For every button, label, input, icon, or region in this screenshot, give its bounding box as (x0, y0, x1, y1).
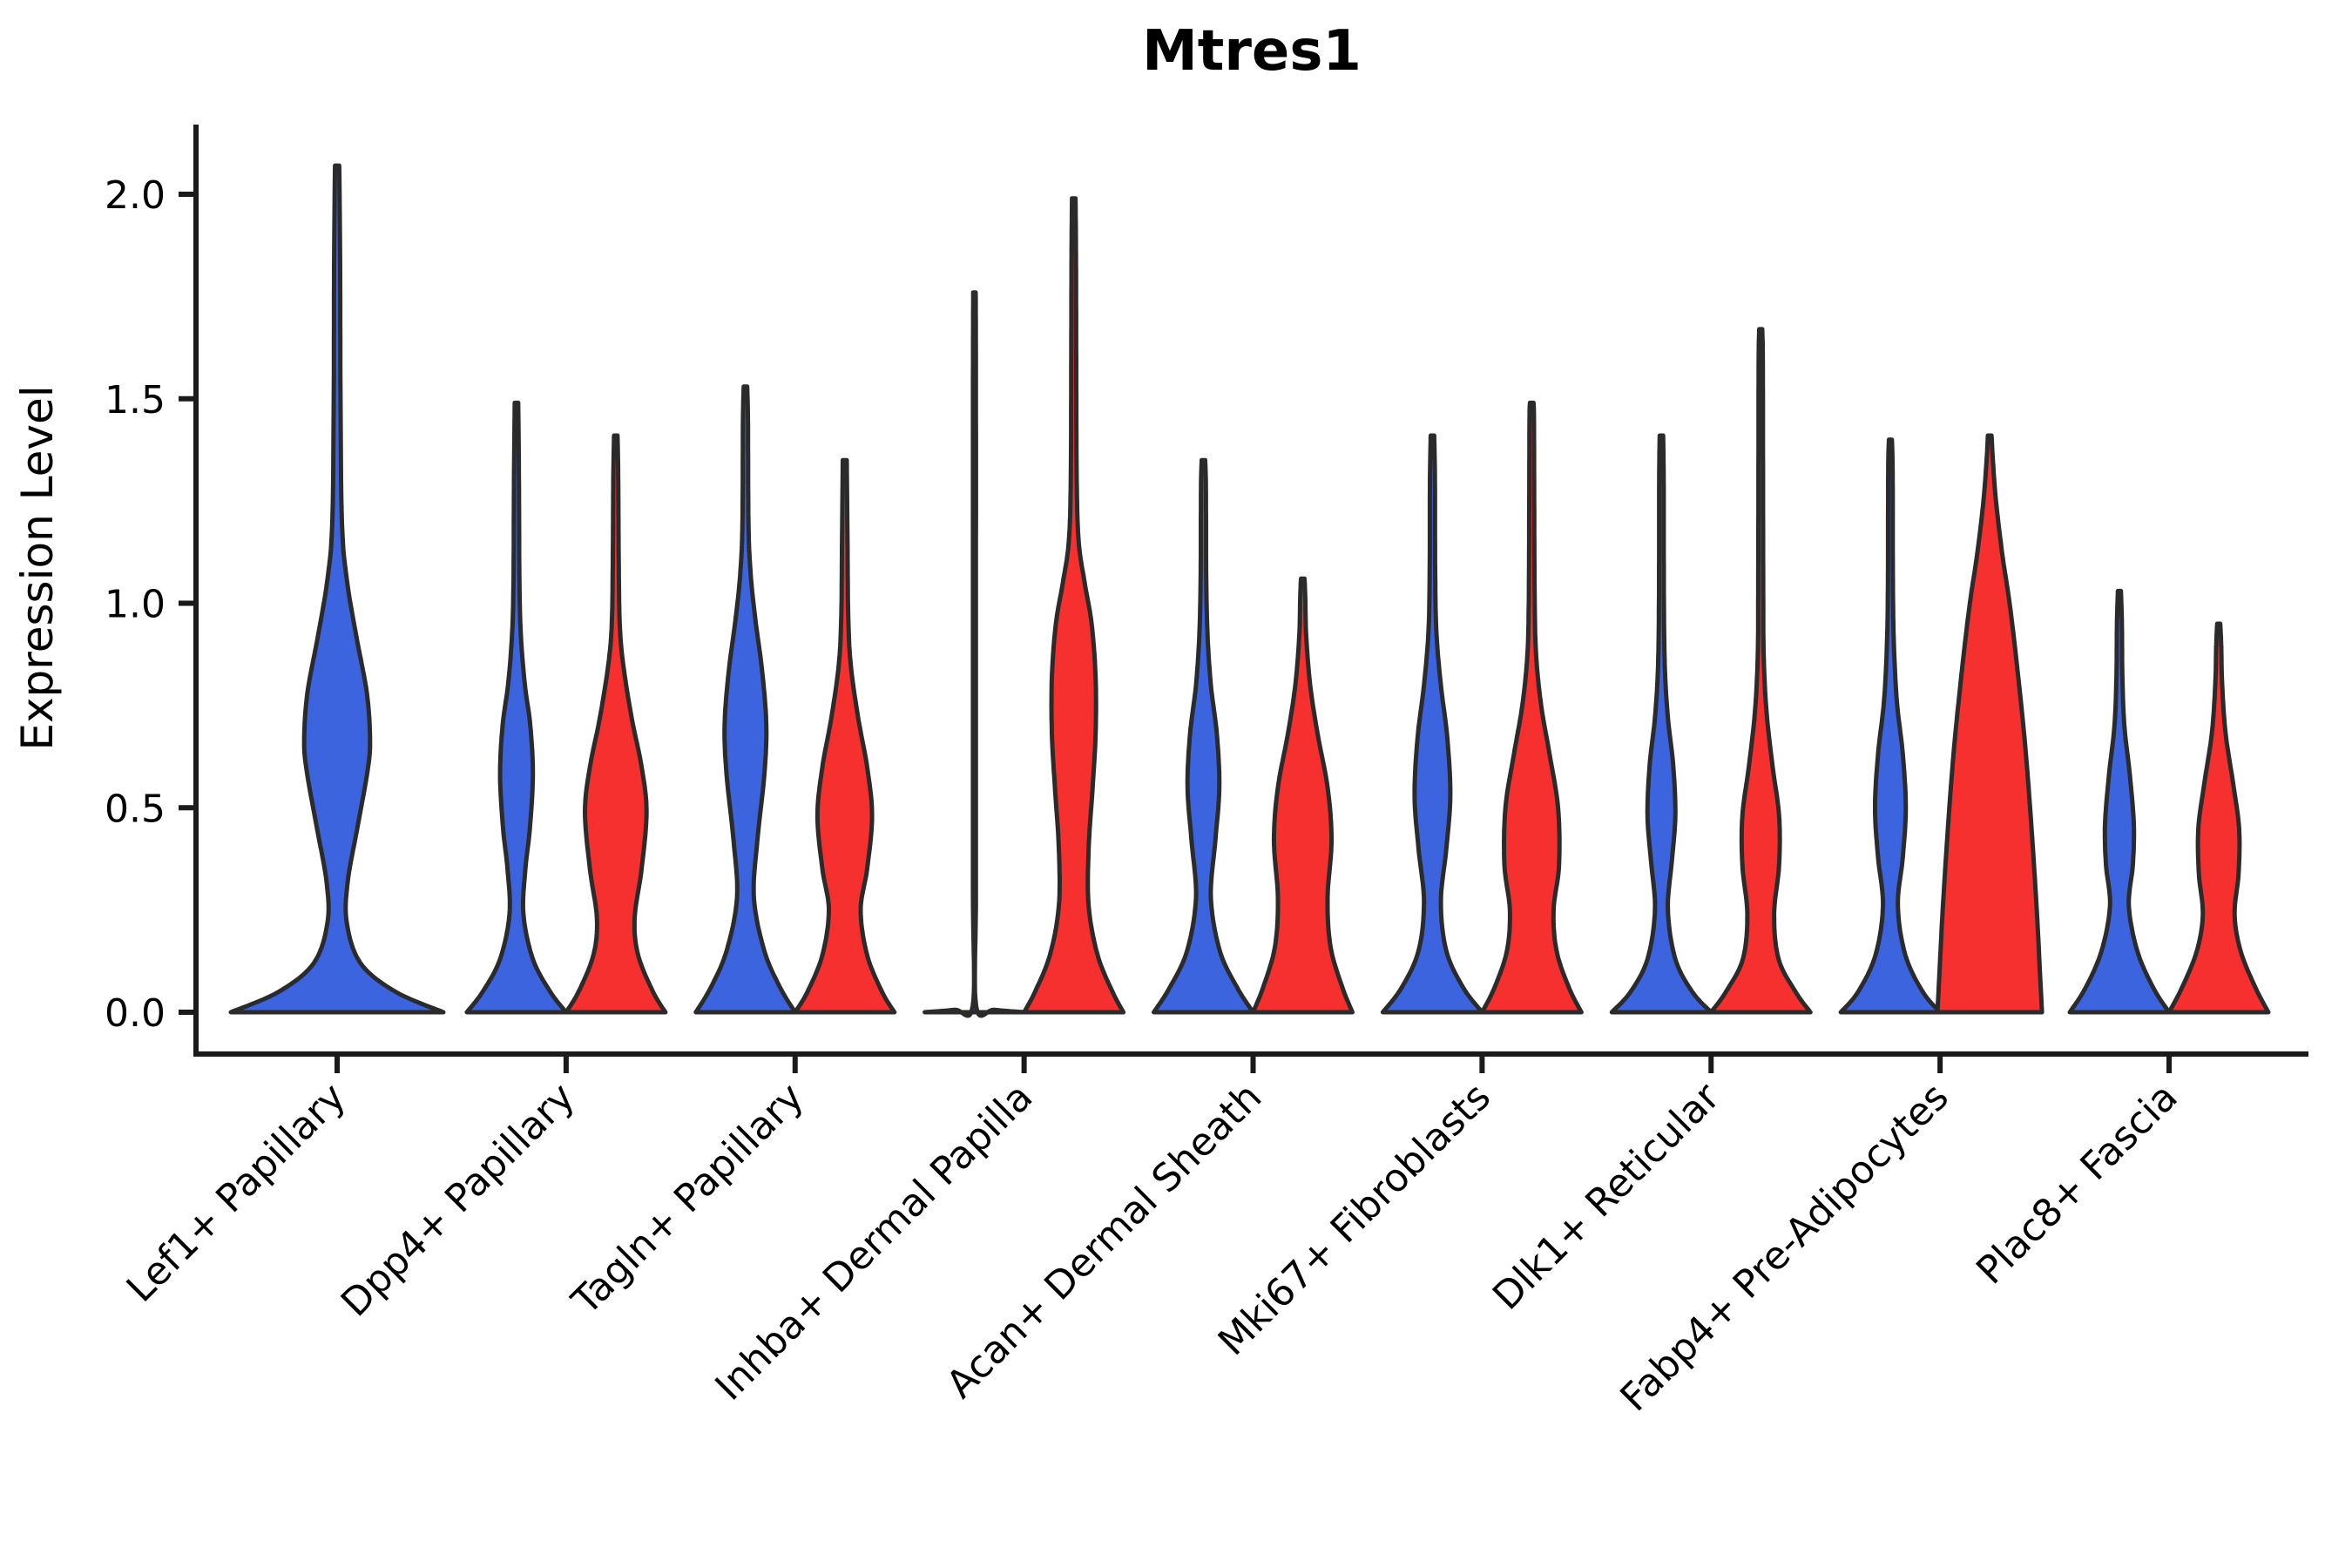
violin-fabp4-group2 (1935, 433, 2044, 1015)
violin-acan-group2 (1251, 576, 1355, 1015)
violin-lef1-group1 (228, 163, 446, 1015)
violin-acan-group1 (1152, 457, 1255, 1015)
violin-dpp4-group1 (464, 400, 569, 1015)
x-tick-label: Dlk1+ Reticular (1484, 1074, 1729, 1319)
violins-layer (228, 163, 2271, 1018)
violin-inhba-group1 (923, 290, 1027, 1018)
violin-dlk1-group1 (1609, 433, 1713, 1015)
violin-plac8-group2 (2166, 621, 2271, 1015)
x-tick-label: Plac8+ Fascia (1968, 1075, 2186, 1294)
y-tick-label: 2.0 (105, 173, 166, 218)
violin-fabp4-group1 (1838, 437, 1943, 1015)
x-tick-label: Tagln+ Papillary (563, 1075, 812, 1324)
axis-spines (193, 125, 2308, 1057)
y-ticks: 0.0 0.5 1.0 1.5 2.0 (105, 173, 196, 1036)
violin-mki67-group2 (1479, 400, 1584, 1015)
y-tick-label: 1.0 (105, 583, 166, 627)
violin-tagln-group1 (693, 384, 798, 1015)
y-tick-label: 0.0 (105, 991, 166, 1036)
violin-inhba-group2 (1022, 196, 1126, 1015)
violin-mki67-group1 (1380, 433, 1484, 1015)
violin-dpp4-group2 (564, 433, 668, 1015)
y-axis-label: Expression Level (12, 385, 63, 750)
x-tick-label: Lef1+ Papillary (118, 1075, 355, 1311)
axes-layer (193, 125, 2308, 1057)
x-tick-label: Dpp4+ Papillary (333, 1075, 584, 1326)
violin-dlk1-group2 (1708, 327, 1813, 1015)
chart-title: Mtres1 (1142, 19, 1362, 84)
violin-plac8-group1 (2067, 588, 2172, 1015)
y-tick-label: 0.5 (105, 787, 166, 831)
violin-tagln-group2 (793, 457, 897, 1015)
y-tick-label: 1.5 (105, 378, 166, 422)
